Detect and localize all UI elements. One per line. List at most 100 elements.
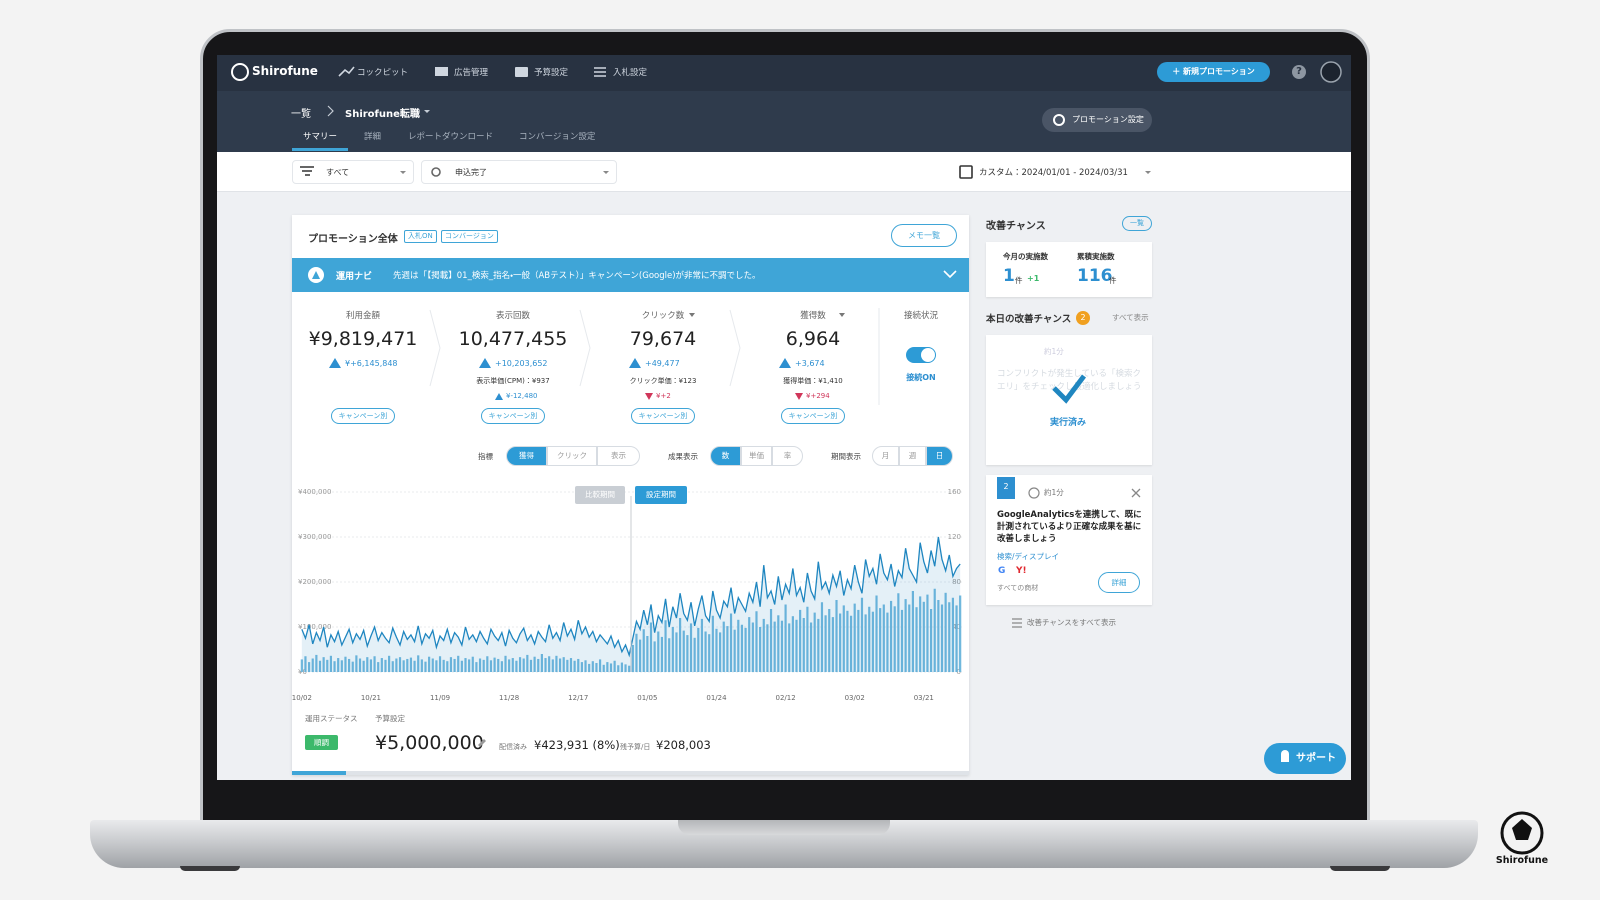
- promotion-settings-button[interactable]: プロモーション設定: [1042, 108, 1152, 132]
- y2-tick-label: 80: [952, 578, 961, 586]
- all-chances-link[interactable]: 改善チャンスをすべて表示: [1027, 618, 1116, 627]
- y-tick-label: ¥200,000: [298, 578, 331, 586]
- segment-select[interactable]: すべて: [292, 160, 414, 184]
- bar: [766, 624, 769, 672]
- segment-option[interactable]: 数: [710, 446, 741, 466]
- bar: [424, 661, 427, 672]
- bar: [915, 607, 918, 672]
- bar: [329, 655, 333, 672]
- metric-change: ¥+6,145,848: [345, 359, 398, 368]
- bar: [860, 597, 864, 672]
- nav-item[interactable]: コックピット: [357, 68, 409, 78]
- segment-option[interactable]: 獲得: [506, 446, 547, 466]
- nav-item[interactable]: 予算設定: [534, 68, 569, 78]
- bar: [813, 612, 816, 672]
- bar: [744, 627, 747, 672]
- bar: [937, 600, 940, 672]
- segment-option[interactable]: 表示: [597, 446, 640, 466]
- main-card: [292, 215, 969, 775]
- campaign-button[interactable]: キャンペーン別: [331, 408, 395, 424]
- segment-option[interactable]: クリック: [547, 446, 597, 466]
- bar: [664, 620, 667, 672]
- nav-item[interactable]: 入札設定: [613, 68, 648, 78]
- bar: [522, 658, 525, 672]
- bar: [686, 635, 689, 672]
- tag: コンバージョン: [441, 230, 498, 243]
- bar: [660, 636, 664, 672]
- bar: [951, 597, 954, 672]
- bar: [940, 604, 944, 672]
- bar: [835, 600, 838, 672]
- bar: [944, 592, 947, 672]
- x-tick-label: 03/02: [845, 694, 865, 702]
- budget-value: ¥5,000,000: [375, 732, 484, 754]
- metric-label: 獲得数: [800, 311, 826, 321]
- tab[interactable]: コンバージョン設定: [519, 132, 596, 142]
- support-button[interactable]: サポート: [1264, 743, 1346, 774]
- brand-icon: [1512, 819, 1532, 840]
- today-title: 本日の改善チャンス: [986, 314, 1072, 325]
- bar: [544, 658, 547, 672]
- bar: [548, 656, 551, 672]
- campaign-button[interactable]: キャンペーン別: [481, 408, 545, 424]
- detail-button[interactable]: 詳細: [1098, 572, 1140, 593]
- metric-dropdown[interactable]: [689, 313, 695, 317]
- bar: [333, 661, 336, 672]
- segment-option[interactable]: 率: [772, 446, 803, 466]
- tab[interactable]: 詳細: [364, 132, 382, 142]
- bar: [824, 615, 827, 672]
- bar: [693, 637, 696, 672]
- metric-dropdown[interactable]: [839, 313, 845, 317]
- bar: [475, 662, 478, 672]
- bar: [435, 660, 438, 672]
- nav-item[interactable]: 広告管理: [454, 68, 489, 78]
- bar: [344, 656, 347, 672]
- status-badge: 順調: [305, 735, 338, 750]
- segment-option[interactable]: 単価: [741, 446, 772, 466]
- bar: [318, 660, 322, 672]
- campaign-button[interactable]: キャンペーン別: [631, 408, 695, 424]
- bar: [755, 611, 758, 672]
- bar: [740, 624, 744, 672]
- tab[interactable]: サマリー: [303, 132, 338, 142]
- bar: [326, 659, 329, 672]
- bar: [398, 657, 402, 672]
- bar: [442, 659, 445, 672]
- bar: [871, 611, 874, 672]
- tab[interactable]: レポートダウンロード: [408, 132, 494, 142]
- bar: [304, 656, 307, 672]
- control-label: 指標: [478, 452, 493, 461]
- bar: [708, 634, 711, 672]
- bar: [933, 588, 936, 672]
- bar: [639, 639, 642, 672]
- bar: [704, 631, 707, 672]
- segment-option[interactable]: 週: [899, 446, 926, 466]
- bar: [864, 614, 867, 672]
- segment-option[interactable]: 月: [872, 446, 899, 466]
- bar: [569, 658, 573, 672]
- bar: [911, 591, 914, 672]
- bar: [929, 609, 933, 672]
- bar: [700, 618, 704, 672]
- list-button[interactable]: 一覧: [1122, 216, 1152, 231]
- bar: [377, 662, 380, 672]
- line-area: [301, 537, 961, 672]
- bar: [875, 595, 878, 672]
- bar: [777, 615, 780, 672]
- conversion-select[interactable]: 申込完了: [421, 160, 617, 184]
- bar: [588, 663, 591, 672]
- bar: [449, 657, 453, 672]
- new-promotion-button[interactable]: ＋ 新規プロモーション: [1157, 62, 1270, 82]
- help-icon[interactable]: ?: [1292, 65, 1306, 79]
- date-range[interactable]: カスタム：2024/01/01 - 2024/03/31: [979, 168, 1128, 178]
- segment-option[interactable]: 日: [926, 446, 953, 466]
- bar: [471, 656, 474, 672]
- campaign-button[interactable]: キャンペーン別: [781, 408, 845, 424]
- bar: [715, 628, 718, 672]
- bar: [679, 618, 682, 672]
- show-all-link[interactable]: すべて表示: [1112, 313, 1149, 322]
- bar: [624, 664, 627, 672]
- laptop-foot: [1330, 866, 1390, 871]
- memo-button[interactable]: メモ一覧: [891, 224, 957, 247]
- breadcrumb[interactable]: 一覧: [291, 109, 311, 120]
